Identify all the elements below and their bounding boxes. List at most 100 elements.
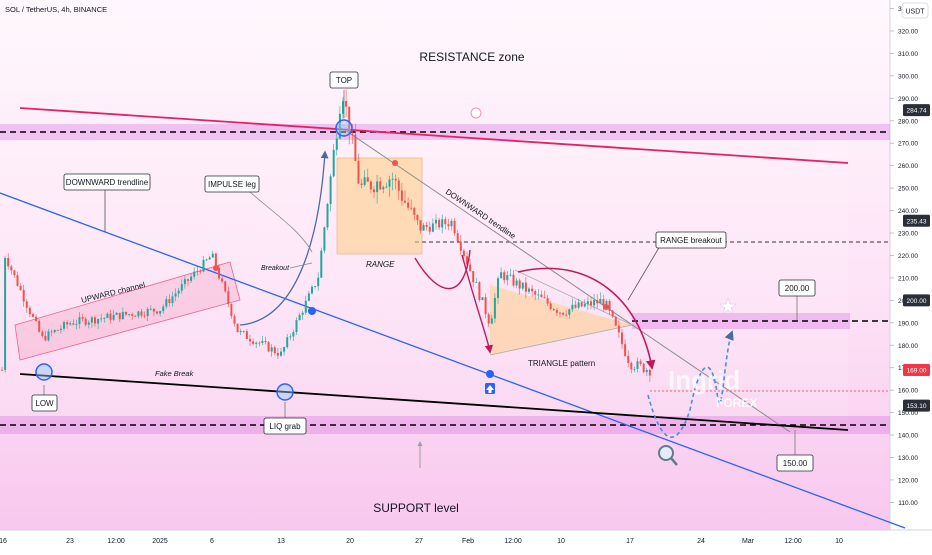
time-axis[interactable]: 16 23 12:00 2025 6 13 20 27 Feb 12:00 10 17 24 Mar 12:… bbox=[0, 538, 843, 545]
price-axis[interactable]: 330.00320.00310.00300.00290.00280.00270.… bbox=[890, 6, 918, 507]
candle-body bbox=[174, 293, 177, 297]
candle-body bbox=[568, 309, 571, 315]
candle-body bbox=[630, 362, 633, 370]
range-drop-arrow bbox=[414, 249, 471, 290]
candle-body bbox=[515, 280, 518, 286]
candle-body bbox=[543, 297, 546, 299]
candle-body bbox=[199, 271, 202, 272]
candle-body bbox=[267, 342, 270, 352]
candle-body bbox=[236, 323, 239, 333]
candle-body bbox=[90, 317, 93, 323]
candle-body bbox=[289, 336, 292, 338]
candle-body bbox=[639, 361, 642, 364]
candle-body bbox=[407, 202, 410, 208]
candle-body bbox=[357, 160, 360, 184]
triangle-pattern-shape bbox=[490, 285, 632, 355]
candle-body bbox=[338, 113, 341, 139]
candle-body bbox=[397, 180, 400, 191]
candle-body bbox=[84, 318, 87, 325]
triangle-lower-line bbox=[489, 324, 633, 356]
candle-body bbox=[577, 302, 580, 308]
time-tick-label: 6 bbox=[210, 538, 214, 545]
candle-body bbox=[56, 330, 59, 331]
magnifier-icon bbox=[658, 445, 674, 461]
time-tick-label: 10 bbox=[557, 538, 565, 545]
candle-body bbox=[559, 312, 561, 314]
time-axis-background bbox=[0, 530, 932, 550]
candle-body bbox=[351, 134, 354, 136]
plot-background bbox=[0, 0, 890, 530]
candle-body bbox=[438, 219, 441, 228]
price-tag bbox=[903, 399, 930, 412]
pointer-line-breakout bbox=[289, 262, 313, 269]
candle-body bbox=[388, 179, 391, 187]
candle-body bbox=[128, 314, 131, 315]
candle-body bbox=[466, 256, 468, 265]
candle-body bbox=[301, 312, 304, 315]
candle-body bbox=[25, 301, 28, 308]
candle-body bbox=[149, 308, 152, 310]
candle-body bbox=[605, 300, 608, 306]
time-tick-label: 10 bbox=[835, 538, 843, 545]
candle-body bbox=[323, 227, 326, 251]
candle-body bbox=[608, 300, 611, 311]
candle-body bbox=[264, 341, 267, 343]
candle-body bbox=[196, 271, 199, 272]
candle-body bbox=[555, 309, 558, 313]
range-breakout-label: RANGE breakout bbox=[660, 236, 723, 245]
time-tick-label: Feb bbox=[462, 538, 474, 545]
time-tick-label: Mar bbox=[742, 538, 755, 545]
time-tick-label: 23 bbox=[66, 538, 74, 545]
channel-top-dot bbox=[213, 265, 219, 271]
candle-body bbox=[636, 361, 639, 369]
candle-body bbox=[66, 322, 69, 325]
candle-body bbox=[292, 332, 295, 337]
candle-body bbox=[137, 311, 140, 317]
candle-body bbox=[428, 226, 431, 232]
candle-body bbox=[187, 279, 189, 281]
candle-body bbox=[332, 149, 335, 177]
currency-label: USDT bbox=[905, 9, 925, 16]
candle-body bbox=[177, 290, 180, 294]
candle-body bbox=[183, 279, 186, 285]
candle-body bbox=[487, 314, 490, 324]
candle-body bbox=[32, 314, 34, 317]
candle-body bbox=[227, 291, 230, 305]
candle-body bbox=[586, 301, 589, 304]
candle-body bbox=[193, 271, 196, 277]
time-tick-label: 24 bbox=[697, 538, 705, 545]
magnifier-handle bbox=[670, 457, 678, 466]
time-tick-label: 17 bbox=[626, 538, 634, 545]
candle-body bbox=[583, 303, 586, 307]
candle-body bbox=[345, 101, 348, 107]
candle-body bbox=[490, 318, 493, 324]
candle-body bbox=[118, 312, 121, 320]
candle-body bbox=[574, 304, 577, 308]
price-tag bbox=[903, 294, 930, 307]
candle-body bbox=[614, 316, 617, 326]
candle-body bbox=[475, 282, 478, 284]
candle-body bbox=[72, 323, 75, 325]
candle-body bbox=[69, 323, 72, 325]
candle-body bbox=[13, 270, 16, 276]
candle-body bbox=[493, 297, 496, 319]
candle-body bbox=[115, 312, 118, 315]
candle-body bbox=[472, 271, 475, 283]
time-tick-label: 12:00 bbox=[784, 538, 802, 545]
candle-body bbox=[125, 311, 127, 315]
candle-body bbox=[379, 181, 382, 190]
candle-body bbox=[249, 338, 251, 342]
candle-body bbox=[131, 314, 134, 316]
candle-body bbox=[252, 341, 255, 344]
candle-body bbox=[478, 282, 481, 301]
candle-body bbox=[521, 282, 524, 289]
candle-body bbox=[28, 307, 31, 315]
price-tick-label: 120.00 bbox=[898, 477, 918, 484]
candle-body bbox=[270, 347, 273, 352]
candle-body bbox=[320, 250, 323, 278]
time-tick-label: 20 bbox=[346, 538, 354, 545]
candle-body bbox=[413, 207, 416, 215]
support-line-black bbox=[19, 373, 849, 431]
candle-body bbox=[109, 313, 112, 320]
candle-body bbox=[221, 278, 224, 282]
